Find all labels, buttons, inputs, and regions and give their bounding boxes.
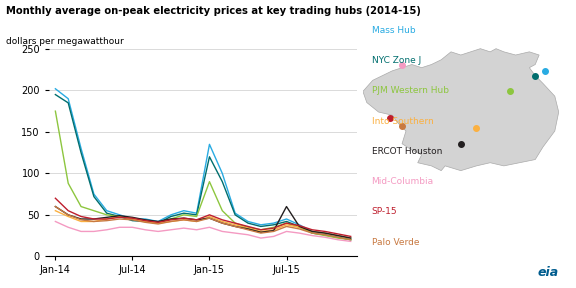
Polygon shape — [363, 49, 559, 170]
Text: Palo Verde: Palo Verde — [372, 238, 419, 247]
Text: ERCOT Houston: ERCOT Houston — [372, 147, 442, 156]
Text: Mid-Columbia: Mid-Columbia — [372, 177, 434, 186]
Text: Monthly average on-peak electricity prices at key trading hubs (2014-15): Monthly average on-peak electricity pric… — [6, 6, 420, 16]
Text: PJM Western Hub: PJM Western Hub — [372, 86, 449, 95]
Text: dollars per megawatthour: dollars per megawatthour — [6, 37, 123, 46]
Text: Mass Hub: Mass Hub — [372, 26, 415, 35]
Text: NYC Zone J: NYC Zone J — [372, 56, 421, 65]
Text: eia: eia — [537, 266, 559, 279]
Text: Into Southern: Into Southern — [372, 117, 433, 126]
Text: SP-15: SP-15 — [372, 207, 397, 216]
